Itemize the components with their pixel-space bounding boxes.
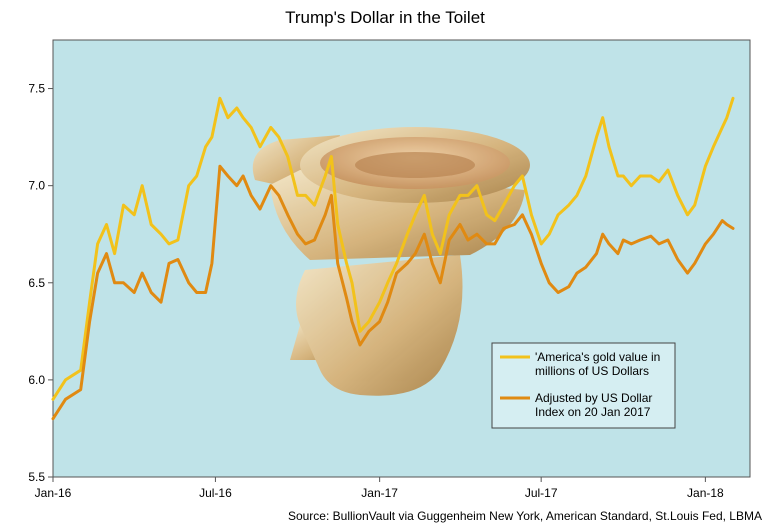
x-tick-label: Jul-16	[199, 486, 232, 500]
x-tick-label: Jan-16	[35, 486, 72, 500]
x-tick-label: Jan-18	[687, 486, 724, 500]
legend-label-gold: 'America's gold value in millions of US D…	[535, 350, 660, 378]
chart-source: Source: BullionVault via Guggenheim New …	[287, 509, 762, 523]
legend-label-gold-line2: millions of US Dollars	[535, 364, 649, 378]
series-line-adjusted	[51, 164, 735, 421]
y-tick-label: 5.5	[28, 470, 45, 484]
series-line-gold	[51, 96, 735, 401]
axes: 5.5 6.0 6.5 7.0 7.5 Jan-16 Jul-16 Jan-17 Jul-17 J…	[28, 39, 751, 500]
y-tick-label: 6.5	[28, 276, 45, 290]
y-tick-label: 7.0	[28, 179, 45, 193]
legend-label-adjusted: Adjusted by US Dollar Index on 20 Jan 201…	[535, 391, 652, 419]
x-tick-label: Jul-17	[525, 486, 558, 500]
y-tick-label: 6.0	[28, 373, 45, 387]
legend: 'America's gold value in millions of US D…	[491, 342, 676, 429]
chart-title: Trump's Dollar in the Toilet	[285, 8, 485, 27]
plot-frame	[52, 39, 751, 478]
x-tick-label: Jan-17	[361, 486, 398, 500]
series-layer	[51, 96, 735, 421]
y-tick-label: 7.5	[28, 82, 45, 96]
legend-label-gold-line1: 'America's gold value in	[535, 350, 660, 364]
legend-label-adjusted-line2: Index on 20 Jan 2017	[535, 405, 651, 419]
legend-label-adjusted-line1: Adjusted by US Dollar	[535, 391, 652, 405]
